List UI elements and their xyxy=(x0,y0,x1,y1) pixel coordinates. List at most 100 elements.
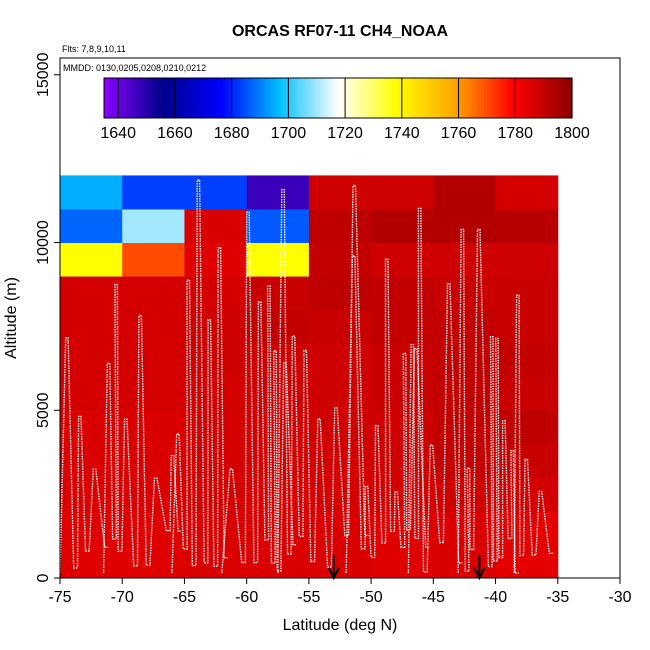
colorbar-tick-label: 1800 xyxy=(554,125,590,142)
colorbar-swatch xyxy=(126,78,131,118)
colorbar-swatch xyxy=(356,78,360,118)
colorbar-swatch xyxy=(455,78,460,118)
colorbar-tick-label: 1780 xyxy=(497,125,533,142)
heatmap-cell xyxy=(371,443,434,478)
heatmap-cell xyxy=(246,242,310,277)
heatmap-cell xyxy=(184,175,248,210)
heatmap-cell xyxy=(371,410,434,445)
colorbar-swatch xyxy=(501,78,505,118)
colorbar-swatch xyxy=(433,78,437,118)
colorbar-swatch xyxy=(211,78,216,118)
flight-tracks xyxy=(60,179,553,574)
colorbar-swatch xyxy=(339,78,343,118)
heatmap-cell xyxy=(433,242,497,277)
heatmap-cell xyxy=(184,510,248,578)
colorbar-swatch xyxy=(245,78,250,118)
flight-track xyxy=(457,228,519,574)
dates-annotation: MMDD: 0130,0205,0208,0210,0212 xyxy=(63,63,206,73)
x-tick-label: -70 xyxy=(111,589,134,606)
heatmap-cell xyxy=(246,309,310,344)
colorbar-swatch xyxy=(146,78,150,118)
heatmap-cell xyxy=(184,208,248,244)
heatmap-cell xyxy=(60,276,123,311)
flight-track xyxy=(171,179,228,574)
colorbar-swatch xyxy=(234,78,238,118)
colorbar-swatch xyxy=(535,78,539,118)
colorbar: 1640 1660 1680 1700 1720 1740 1760 1780 1800 xyxy=(100,77,590,142)
colorbar-swatch xyxy=(194,78,199,118)
colorbar-swatch xyxy=(285,78,289,118)
heatmap-cell xyxy=(495,175,559,210)
colorbar-swatch xyxy=(143,78,148,118)
heatmap-cell xyxy=(495,376,559,411)
colorbar-swatch xyxy=(532,78,536,118)
flight-track xyxy=(277,184,369,574)
colorbar-swatch xyxy=(112,78,116,118)
colorbar-swatch xyxy=(359,78,363,118)
colorbar-swatch xyxy=(506,78,511,118)
flight-track xyxy=(345,255,430,574)
heatmap-cell xyxy=(308,208,372,244)
colorbar-swatch xyxy=(251,78,255,118)
colorbar-swatch xyxy=(138,78,142,118)
flights-annotation: Flts: 7,8,9,10,11 xyxy=(62,44,126,54)
colorbar-swatch xyxy=(512,78,516,118)
heatmap-cell xyxy=(184,410,248,445)
colorbar-swatch xyxy=(129,78,133,118)
colorbar-swatch xyxy=(225,78,230,118)
heatmap-cell xyxy=(246,443,310,478)
y-axis: 0 5000 10000 15000 xyxy=(35,52,60,582)
colorbar-swatch xyxy=(109,78,114,118)
colorbar-swatch xyxy=(152,78,156,118)
heatmap-cell xyxy=(246,276,310,311)
colorbar-swatch xyxy=(347,78,352,118)
colorbar-swatch xyxy=(370,78,375,118)
colorbar-swatch xyxy=(416,78,420,118)
colorbar-swatch xyxy=(180,78,185,118)
colorbar-swatch xyxy=(296,78,301,118)
heatmap-cell xyxy=(495,208,559,244)
colorbar-swatch xyxy=(549,78,553,118)
colorbar-swatch xyxy=(149,78,153,118)
colorbar-swatch xyxy=(430,78,434,118)
colorbar-swatch xyxy=(299,78,304,118)
heatmap-cell xyxy=(246,343,310,378)
flight-track xyxy=(407,207,463,574)
x-tick-label: -50 xyxy=(360,589,383,606)
colorbar-tick-label: 1720 xyxy=(327,125,363,142)
colorbar-swatch xyxy=(424,78,428,118)
x-tick-label: -55 xyxy=(297,589,320,606)
colorbar-swatch xyxy=(336,78,341,118)
flight-track xyxy=(513,294,553,574)
colorbar-swatch xyxy=(472,78,477,118)
colorbar-swatch xyxy=(367,78,372,118)
colorbar-swatch xyxy=(157,78,162,118)
colorbar-swatch xyxy=(328,78,332,118)
colorbar-swatch xyxy=(537,78,542,118)
colorbar-swatch xyxy=(197,78,202,118)
heatmap-cell xyxy=(371,309,434,344)
colorbar-swatch xyxy=(441,78,445,118)
colorbar-swatch xyxy=(160,78,165,118)
heatmap-cell xyxy=(246,175,310,210)
colorbar-swatch xyxy=(461,78,465,118)
heatmap-cell xyxy=(495,410,559,445)
colorbar-swatch xyxy=(469,78,474,118)
colorbar-tick-label: 1660 xyxy=(157,125,193,142)
heatmap-cell xyxy=(371,343,434,378)
colorbar-swatch xyxy=(260,78,264,118)
colorbar-swatch xyxy=(135,78,139,118)
plot-frame xyxy=(59,57,621,579)
colorbar-swatch xyxy=(489,78,494,118)
heatmap-cell xyxy=(308,175,372,210)
colorbar-tick-label: 1640 xyxy=(100,125,136,142)
colorbar-swatch xyxy=(237,78,241,118)
colorbar-swatch xyxy=(169,78,173,118)
heatmap-cell xyxy=(495,510,559,578)
x-tick-label: -60 xyxy=(235,589,258,606)
colorbar-swatch xyxy=(362,78,366,118)
heatmap-cell xyxy=(308,477,372,512)
colorbar-swatch xyxy=(435,78,440,118)
colorbar-swatch xyxy=(191,78,196,118)
